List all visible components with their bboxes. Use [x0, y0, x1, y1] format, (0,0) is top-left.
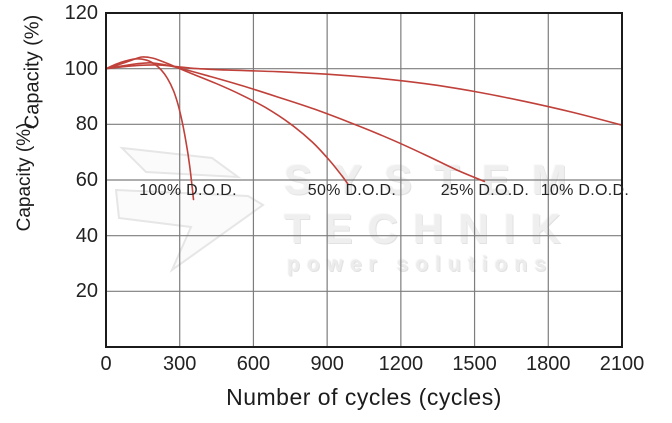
dod-label-25pct: 25% D.O.D.: [440, 182, 530, 200]
x-tick-label-1500: 1500: [452, 353, 497, 375]
y-tick-label-40: 40: [75, 224, 98, 247]
dod-label-50pct: 50% D.O.D.: [307, 182, 397, 200]
x-axis-title: Number of cycles (cycles): [226, 384, 502, 410]
x-tick-label-900: 900: [310, 353, 344, 375]
watermark-tagline: power solutions: [287, 253, 554, 276]
capacity-curve-25pct-dod: [105, 61, 486, 183]
watermark-brand-line2: TECHNIK: [284, 205, 576, 252]
capacity-curve-10pct-dod: [105, 64, 623, 126]
capacity-curve-100pct-dod: [105, 58, 195, 201]
x-tick-label-600: 600: [236, 353, 271, 375]
y-axis-title: Capacity (%): [21, 14, 44, 130]
plot-border: [105, 12, 623, 348]
y-axis-title-duplicate: Capacity (%): [14, 122, 35, 232]
x-tick-label-1800: 1800: [526, 353, 571, 375]
x-tick-label-2100: 2100: [599, 353, 645, 375]
y-tick-label-60: 60: [75, 169, 98, 191]
capacity-curve-50pct-dod: [105, 56, 349, 185]
dod-label-10pct: 10% D.O.D.: [540, 182, 630, 200]
x-tick-label-1200: 1200: [378, 353, 424, 375]
y-tick-label-120: 120: [64, 2, 98, 24]
x-tick-label-0: 0: [100, 353, 112, 375]
y-tick-label-80: 80: [75, 113, 98, 136]
x-tick-label-300: 300: [163, 353, 197, 375]
y-tick-label-20: 20: [75, 280, 98, 303]
y-tick-label-100: 100: [64, 57, 98, 80]
dod-label-100pct: 100% D.O.D.: [139, 182, 237, 200]
